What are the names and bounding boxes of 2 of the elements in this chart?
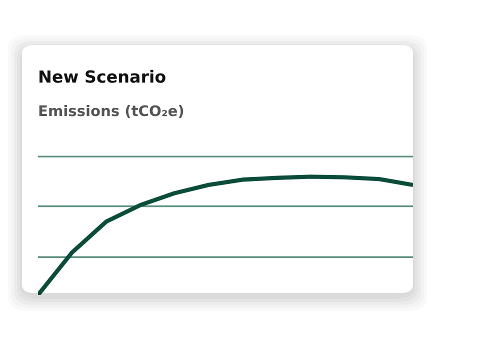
chart-title: New Scenario [40,70,166,83]
chart-subtitle: Emissions (tCO₂e) [39,104,184,118]
